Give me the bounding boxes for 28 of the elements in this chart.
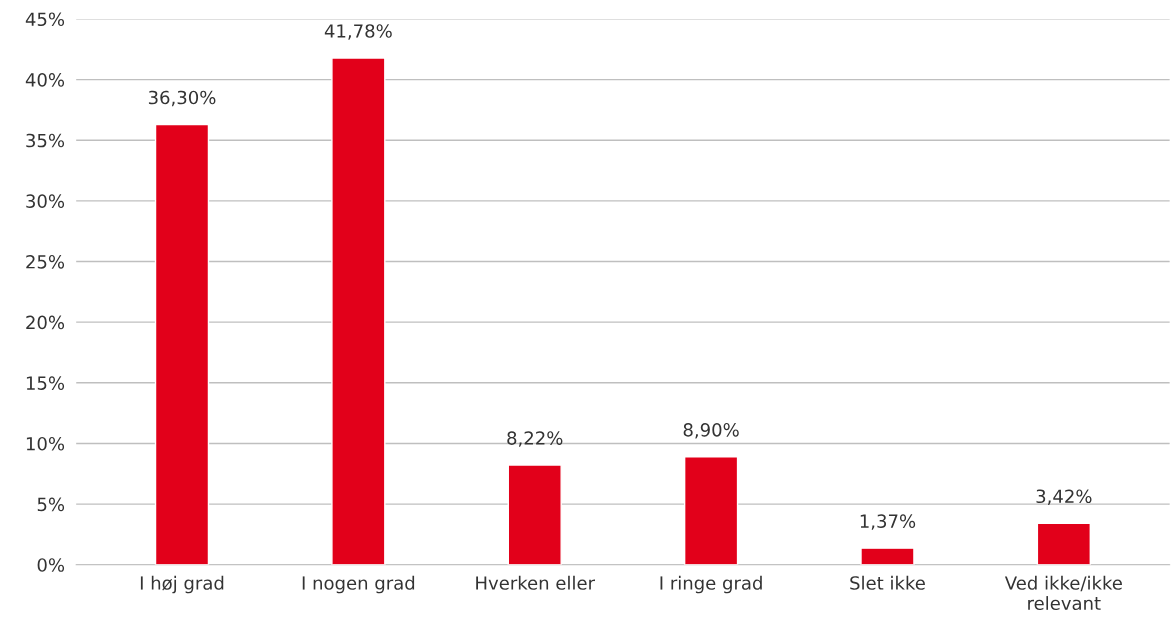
data-label: 3,42% [1036,489,1092,505]
bar [860,547,915,565]
data-label: 36,30% [148,90,216,107]
y-tick-label: 15% [26,376,65,390]
x-tick-label: I nogen grad [302,575,415,594]
bar [1036,522,1091,565]
data-label: 41,78% [324,24,392,40]
data-label: 1,37% [860,514,916,530]
data-label: 8,22% [507,431,563,447]
y-tick-label: 20% [26,315,65,330]
y-tick-label: 0% [37,558,65,572]
bar [683,456,739,565]
y-tick-label: 40% [25,73,65,87]
data-label: 8,90% [683,422,739,439]
y-tick-label: 25% [26,254,65,269]
y-tick-label: 10% [26,436,65,451]
bar [154,123,210,565]
x-tick-label: I høj grad [140,575,224,594]
y-tick-label: 5% [37,497,65,512]
x-tick-label: Hverken eller [476,575,596,590]
bar [507,464,562,565]
bar [331,57,386,565]
y-tick-label: 35% [26,133,65,148]
x-tick-label: Slet ikke [850,575,925,590]
y-tick-label: 45% [25,12,65,27]
x-tick-label: Ved ikke/ikke relevant [1004,575,1122,611]
y-tick-label: 30% [26,194,65,208]
x-tick-label: I ringe grad [660,575,762,594]
